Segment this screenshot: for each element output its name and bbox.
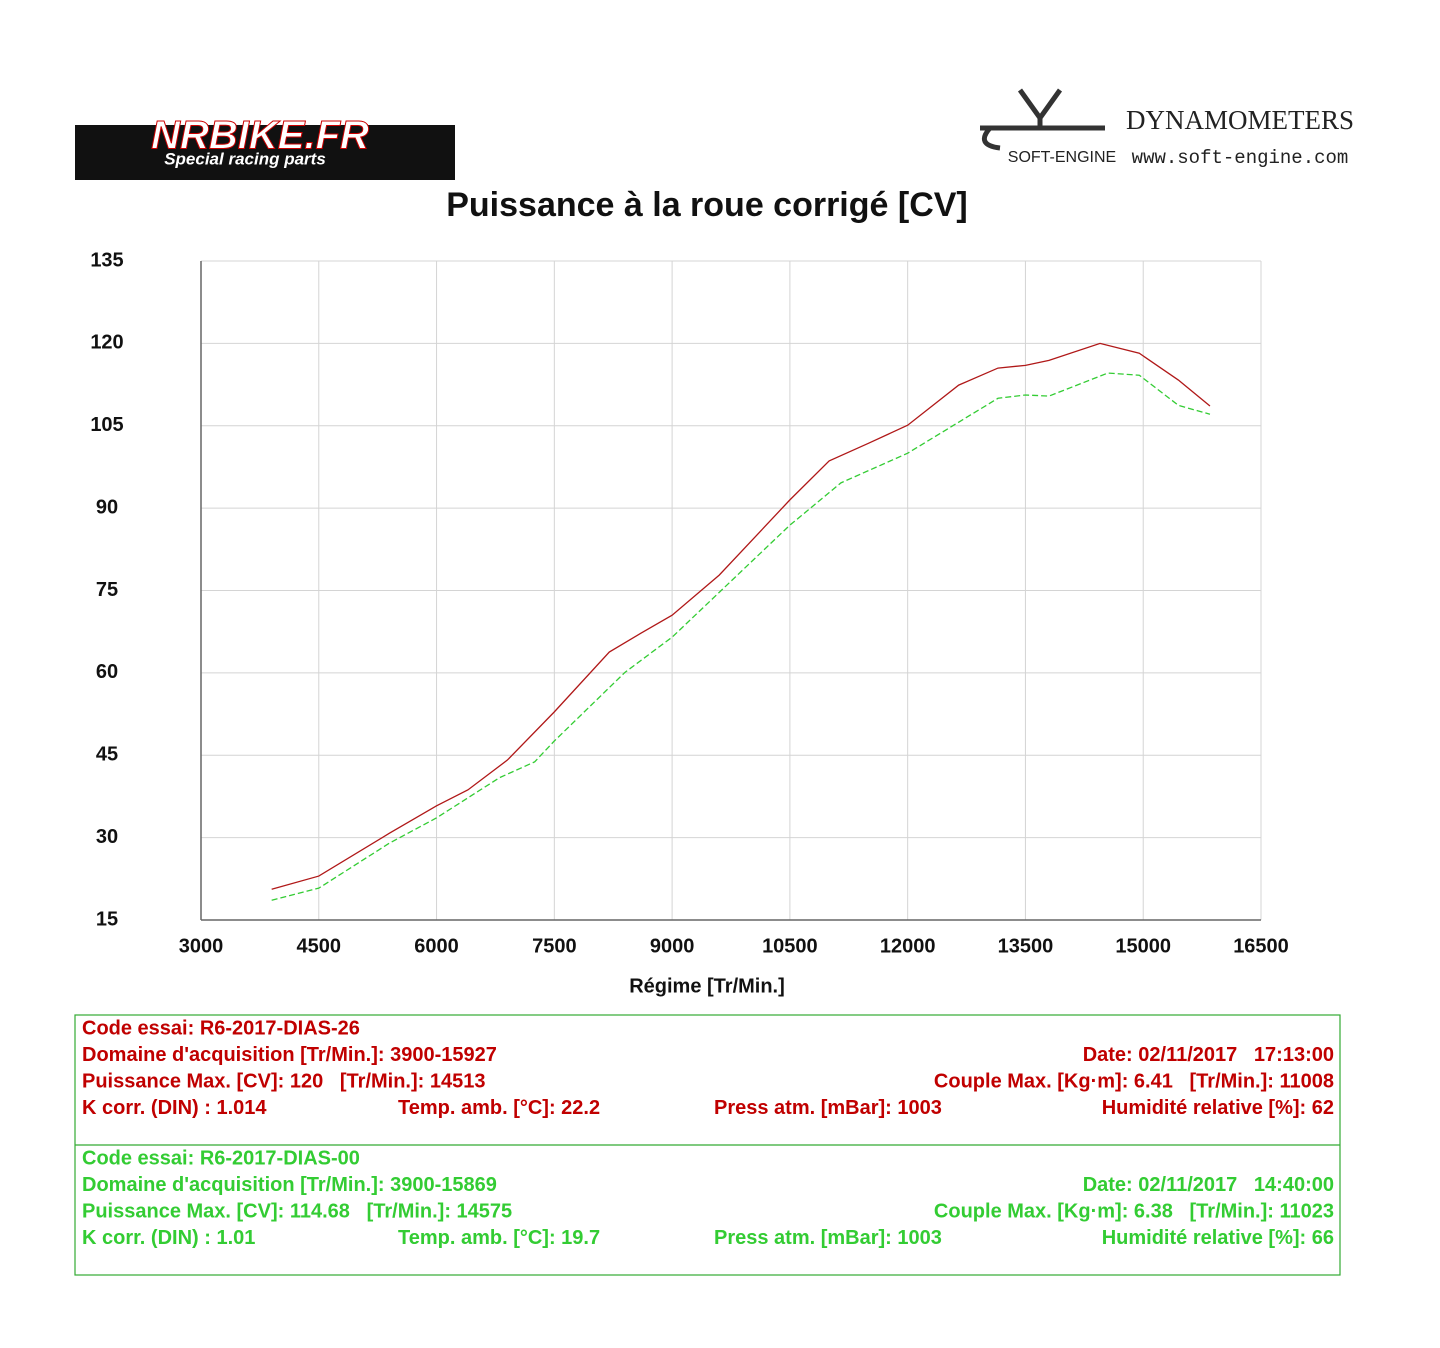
right-brand: DYNAMOMETERS <box>1126 105 1354 135</box>
x-tick-label: 4500 <box>297 935 342 957</box>
y-tick-label: 105 <box>90 414 123 436</box>
x-tick-label: 6000 <box>414 935 459 957</box>
series-line <box>271 372 1211 901</box>
x-tick-label: 10500 <box>762 935 818 957</box>
info-text: Couple Max. [Kg·m]: 6.38 [Tr/Min.]: 1102… <box>934 1200 1334 1222</box>
info-text: Temp. amb. [°C]: 22.2 <box>398 1097 600 1119</box>
right-logo-mark <box>980 88 1105 151</box>
test-info: Code essai: R6-2017-DIAS-26 Domaine d'acq… <box>74 1014 1341 1276</box>
right-logo: SOFT-ENGINE <box>1008 149 1116 166</box>
x-tick-label: 12000 <box>880 935 936 957</box>
info-text: Press atm. [mBar]: 1003 <box>714 1097 942 1119</box>
info-text: Date: 02/11/2017 14:40:00 <box>1083 1174 1334 1196</box>
y-tick-label: 135 <box>90 249 123 271</box>
y-tick-label: 30 <box>96 826 118 848</box>
info-text: Humidité relative [%]: 66 <box>1102 1227 1334 1249</box>
info-text: Puissance Max. [CV]: 120 [Tr/Min.]: 1451… <box>82 1070 485 1092</box>
info-text: Code essai: R6-2017-DIAS-00 <box>82 1147 360 1169</box>
info-text: Code essai: R6-2017-DIAS-26 <box>82 1017 360 1039</box>
x-tick-label: 9000 <box>650 935 695 957</box>
info-text: Domaine d'acquisition [Tr/Min.]: 3900-15… <box>82 1174 497 1196</box>
y-tick-label: 120 <box>90 332 123 354</box>
x-axis-label: Régime [Tr/Min.] <box>629 975 785 997</box>
info-text: Date: 02/11/2017 17:13:00 <box>1083 1044 1334 1066</box>
left-logo-bg <box>75 125 455 180</box>
info-text: Temp. amb. [°C]: 19.7 <box>398 1227 600 1249</box>
left-logo: NRBIKE.FR <box>151 114 369 158</box>
x-tick-label: 3000 <box>179 935 224 957</box>
plot: 15 30 45 60 75 90 105 120 135 3000 4500 6000 7500 900… <box>90 249 1289 957</box>
y-tick-label: 45 <box>96 744 118 766</box>
info-text: Press atm. [mBar]: 1003 <box>714 1227 942 1249</box>
info-text: K corr. (DIN) : 1.01 <box>82 1227 255 1249</box>
y-tick-label: 90 <box>96 496 118 518</box>
info-text: Couple Max. [Kg·m]: 6.41 [Tr/Min.]: 1100… <box>934 1070 1334 1092</box>
y-tick-label: 15 <box>96 908 118 930</box>
info-text: Puissance Max. [CV]: 114.68 [Tr/Min.]: 1… <box>82 1200 512 1222</box>
x-tick-label: 16500 <box>1233 935 1289 957</box>
info-text: Domaine d'acquisition [Tr/Min.]: 3900-15… <box>82 1044 497 1066</box>
y-tick-label: 60 <box>96 661 118 683</box>
x-tick-label: 7500 <box>532 935 577 957</box>
x-tick-label: 13500 <box>998 935 1054 957</box>
y-tick-label: 75 <box>96 579 118 601</box>
series-line <box>271 342 1211 890</box>
chart-title: Puissance à la roue corrigé [CV] <box>446 186 968 224</box>
right-url: www.soft-engine.com <box>1132 147 1349 169</box>
info-text: K corr. (DIN) : 1.014 <box>82 1097 267 1119</box>
info-text: Humidité relative [%]: 62 <box>1102 1097 1334 1119</box>
x-tick-label: 15000 <box>1115 935 1171 957</box>
left-tagline: Special racing parts <box>164 149 326 168</box>
